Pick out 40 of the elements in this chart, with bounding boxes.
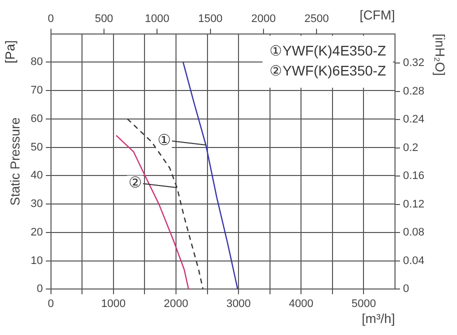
annotation: ② [128,174,142,192]
y2-tick-label: 0.16 [402,170,424,182]
y-tick-label: 50 [30,141,43,154]
annotation: ①YWF(K)4E350-Z [270,42,386,59]
y2-tick-label: 0.04 [402,254,424,267]
y-tick-label: 70 [30,84,43,97]
y2-tick-label: 0.28 [402,85,424,98]
y-tick-label: 20 [30,226,43,238]
y2-tick-label: 0.24 [402,114,424,126]
y2-tick-label: 0.2 [402,142,418,154]
y-tick-label: 10 [30,254,43,267]
y2-tick-label: 0.12 [402,198,424,210]
y-tick-label: 60 [30,112,43,125]
x2-tick-label: 500 [94,13,114,26]
x2-tick-label: 2000 [251,13,276,26]
y-tick-label: 30 [30,198,43,210]
annotation: ① [157,132,170,150]
y-axis-title: Static Pressure [7,117,22,206]
x2-tick-label: 1000 [144,13,170,26]
annotation: ②YWF(K)6E350-Z [270,62,386,79]
y2-tick-label: 0.08 [402,226,424,239]
x-tick-label: 3000 [226,298,251,310]
y2-axis-title: [inH₂O] [432,34,448,76]
y-tick-label: 40 [30,170,43,182]
y2-tick-label: 0.32 [402,57,424,70]
x2-tick-label: 1500 [198,13,223,26]
x-tick-label: 5000 [351,298,376,310]
y-tick-label: 0 [36,283,43,296]
x-axis-title: [m³/h] [362,310,395,326]
x-tick-label: 0 [48,298,54,310]
text: [Pa] [2,40,18,64]
x2-tick-label: 0 [48,13,54,26]
x-tick-label: 1000 [101,298,126,310]
x-tick-label: 2000 [164,298,188,310]
x-tick-label: 4000 [288,298,314,310]
y2-tick-label: 0 [402,283,410,296]
y-tick-label: 80 [30,56,43,68]
x2-tick-label: 2500 [304,13,329,26]
line-series [126,118,204,290]
x2-axis-title: [CFM] [360,7,395,22]
